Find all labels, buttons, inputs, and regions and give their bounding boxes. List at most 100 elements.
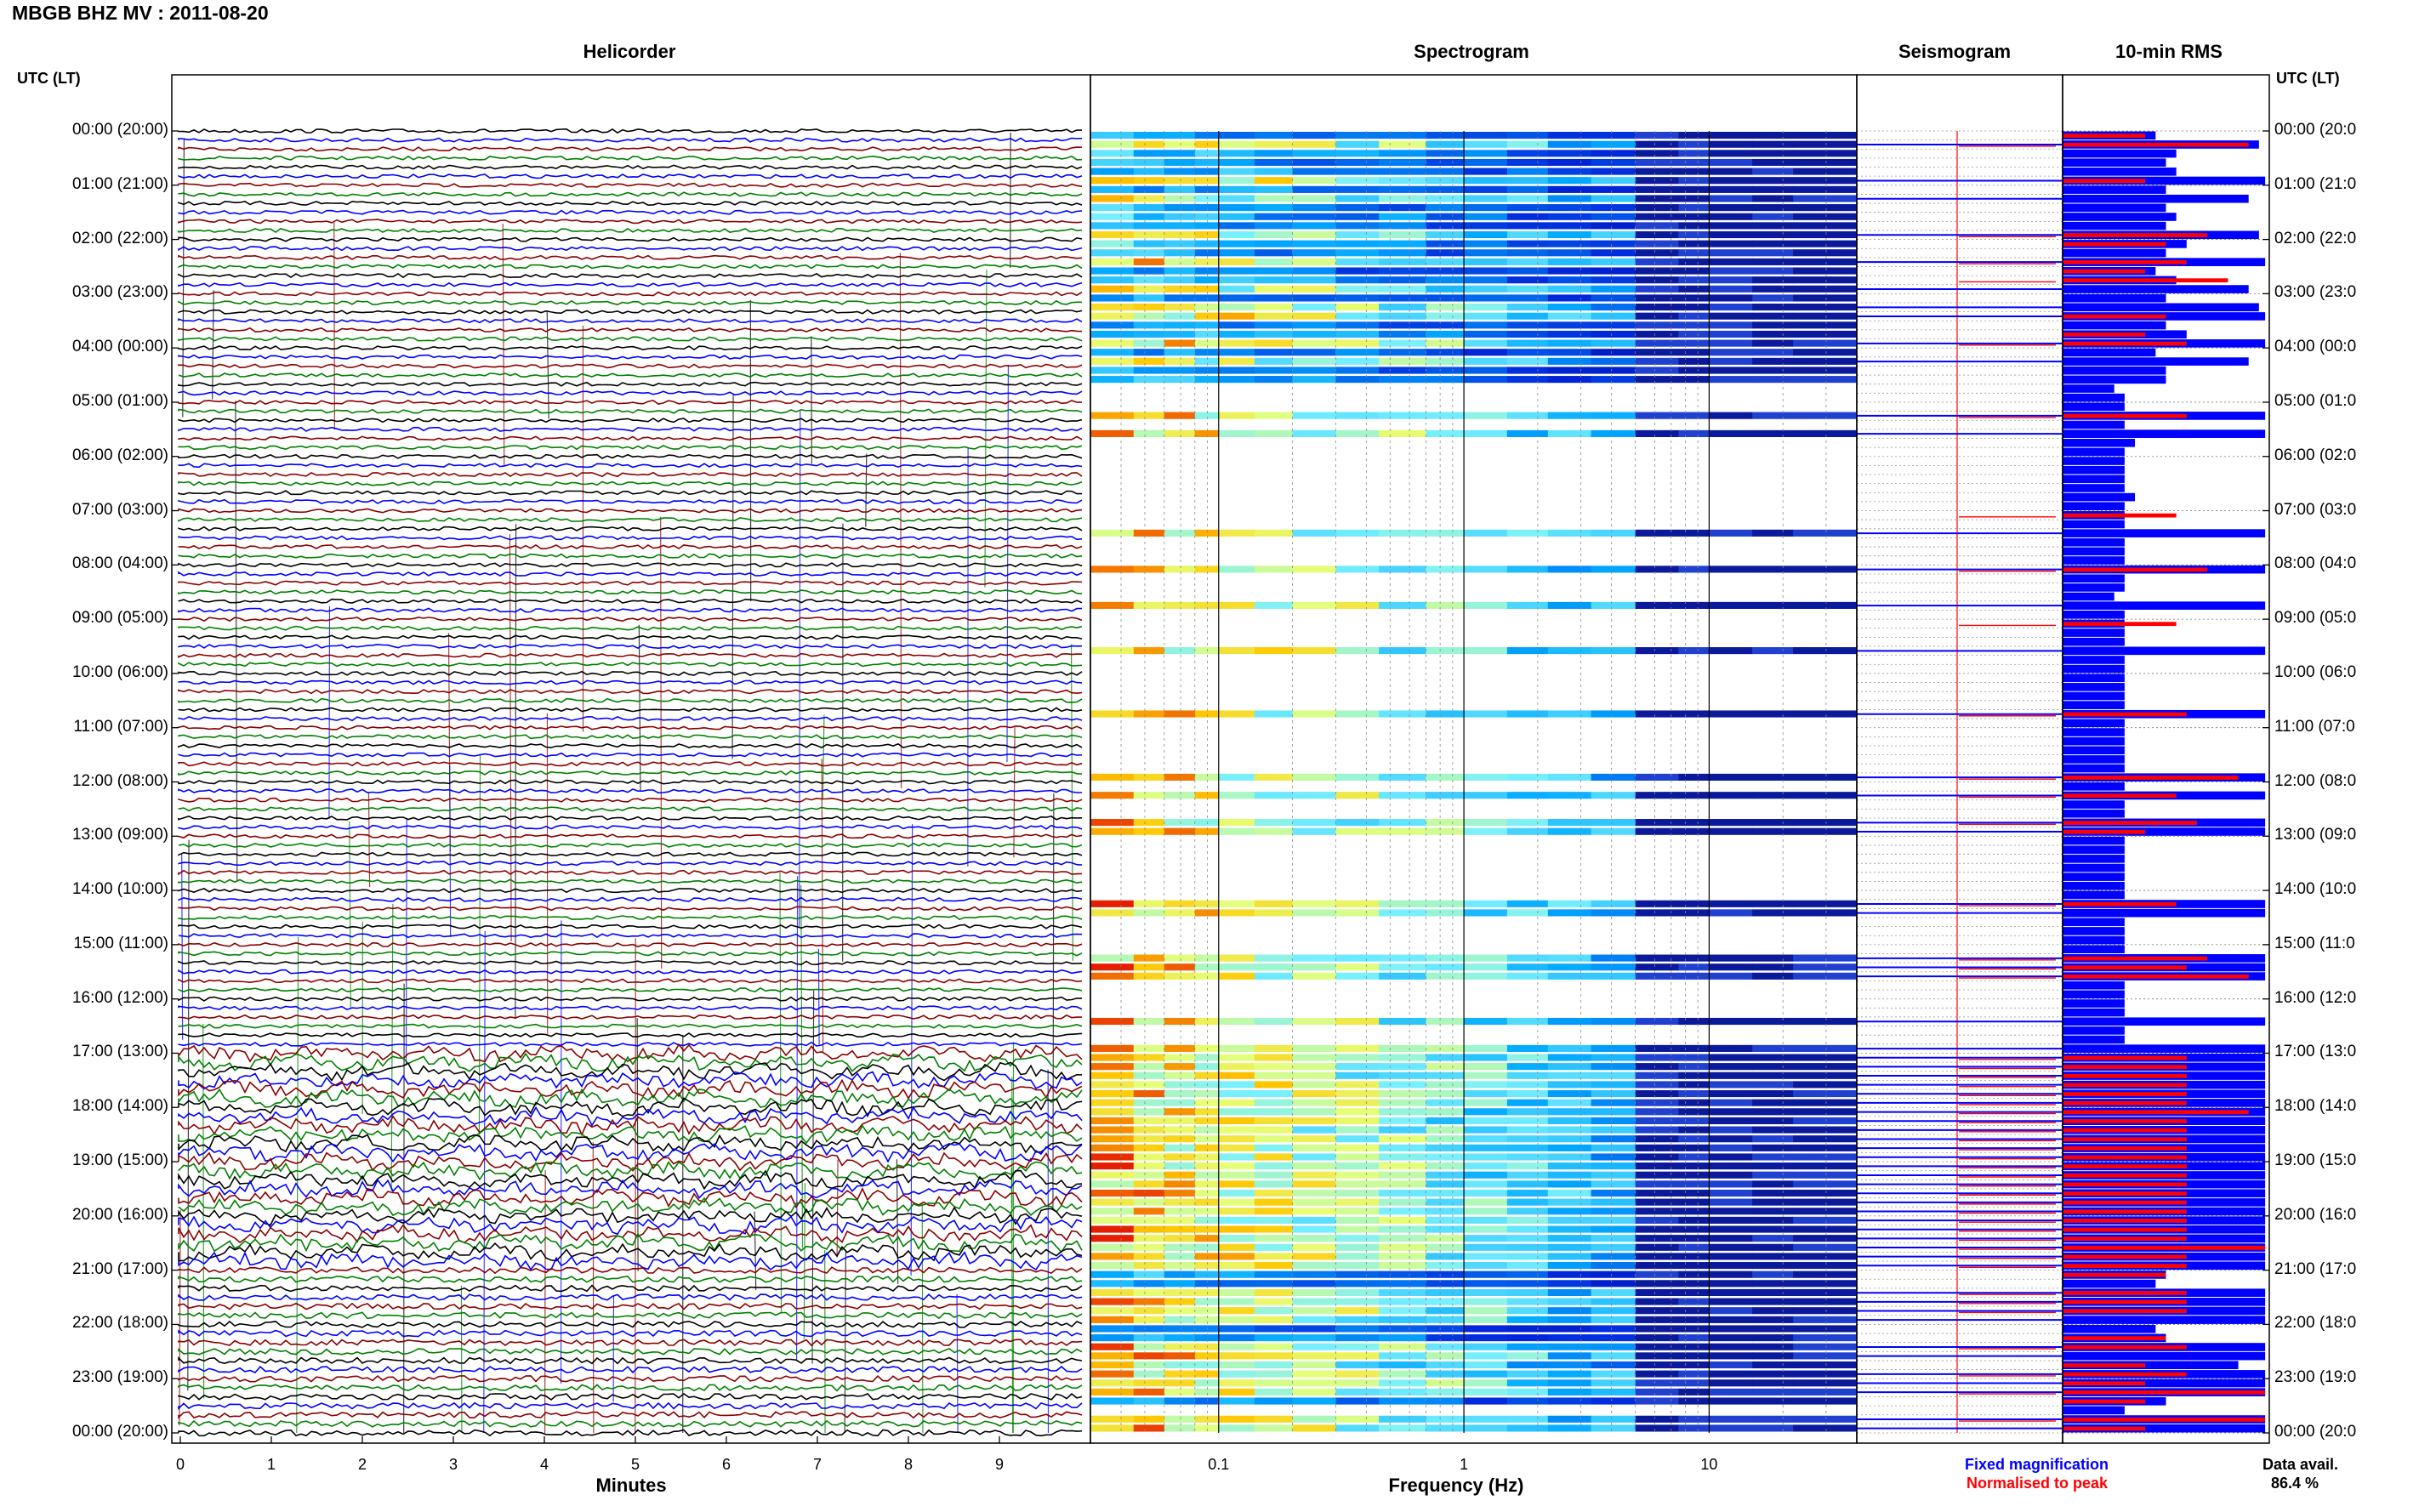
spectrogram-cell: [1379, 1343, 1426, 1350]
spectrogram-cell: [1090, 1225, 1135, 1233]
spectrogram-cell: [1194, 1325, 1220, 1333]
spectrogram-cell: [1506, 267, 1549, 275]
minute-tick: 4: [539, 1456, 549, 1473]
spectrogram-cell: [1506, 1343, 1549, 1350]
spectrogram-cell: [1379, 158, 1426, 167]
spectrogram-cell: [1254, 222, 1294, 230]
spectrogram-cell: [1635, 827, 1679, 835]
spectrogram-cell: [1752, 204, 1794, 212]
spectrogram-cell: [1752, 1298, 1794, 1305]
spectrogram-cell: [1218, 1352, 1255, 1360]
spectrogram-cell: [1547, 1316, 1592, 1323]
spectrogram-cell: [1464, 304, 1508, 311]
spectrogram-cell: [1090, 1307, 1135, 1315]
spectrogram-cell: [1464, 312, 1508, 320]
spectrogram-row: [1090, 1298, 1858, 1305]
spectrogram-cell: [1678, 185, 1710, 193]
helicorder-trace: [178, 1347, 1083, 1356]
spectrogram-cell: [1292, 1253, 1336, 1260]
spectrogram-cell: [1254, 1379, 1294, 1387]
spectrogram-cell: [1591, 1325, 1636, 1333]
spectrogram-cell: [1793, 357, 1858, 365]
spectrogram-cell: [1678, 1415, 1710, 1423]
spectrogram-cell: [1752, 222, 1794, 230]
spectrogram-row: [1090, 168, 1858, 175]
spectrogram-cell: [1464, 357, 1508, 365]
spectrogram-cell: [1752, 294, 1794, 302]
spectrogram-cell: [1793, 339, 1858, 347]
spectrogram-cell: [1635, 909, 1679, 917]
spectrogram-cell: [1218, 304, 1255, 311]
helicorder-trace: [178, 209, 1083, 215]
rms-bar-fixed: [2063, 782, 2125, 791]
spectrogram-cell: [1164, 1099, 1196, 1106]
spectrogram-cell: [1709, 267, 1753, 275]
spectrogram-cell: [1133, 1162, 1165, 1170]
rms-bar-normalised: [2063, 413, 2187, 418]
spectrogram-cell: [1426, 267, 1465, 275]
rms-bar-fixed: [2063, 855, 2125, 863]
spectrogram-cell: [1678, 1216, 1710, 1224]
spectrogram-cell: [1194, 1189, 1220, 1197]
rms-bar-normalised: [2063, 1363, 2146, 1367]
spectrogram-cell: [1164, 710, 1196, 718]
heli-spike: [182, 138, 185, 418]
spectrogram-cell: [1506, 1415, 1549, 1423]
spectrogram-cell: [1426, 1044, 1465, 1052]
heli-spike: [349, 821, 351, 1008]
spectrogram-cell: [1218, 1099, 1255, 1106]
spectrogram-panel: [1090, 131, 1858, 1433]
spectrogram-cell: [1506, 1063, 1549, 1071]
rms-bar-normalised: [2063, 1182, 2187, 1187]
spectrogram-cell: [1133, 367, 1165, 374]
spectrogram-cell: [1292, 1063, 1336, 1071]
spectrogram-cell: [1194, 1307, 1220, 1315]
spectrogram-cell: [1164, 213, 1196, 220]
spectrogram-cell: [1506, 1144, 1549, 1151]
seismogram-title: Seismogram: [1898, 41, 2012, 62]
spectrogram-cell: [1292, 1379, 1336, 1387]
spectrogram-cell: [1506, 1153, 1549, 1161]
spectrogram-cell: [1506, 529, 1549, 537]
spectrogram-cell: [1678, 1208, 1710, 1215]
spectrogram-cell: [1335, 1298, 1380, 1305]
spectrogram-cell: [1254, 412, 1294, 419]
spectrogram-cell: [1678, 1316, 1710, 1323]
spectrogram-cell: [1133, 1261, 1165, 1270]
heli-spike: [1006, 364, 1010, 763]
spectrogram-cell: [1164, 900, 1196, 907]
spectrogram-cell: [1133, 1235, 1165, 1242]
helicorder-trace: [178, 372, 1083, 378]
spectrogram-cell: [1547, 230, 1592, 239]
spectrogram-cell: [1635, 1235, 1679, 1242]
rms-bar-normalised: [2063, 1173, 2187, 1178]
minutes-axis-title: Minutes: [595, 1475, 667, 1496]
spectrogram-row: [1090, 1108, 1858, 1116]
rms-bar-normalised: [2063, 622, 2177, 627]
rms-bar-normalised: [2063, 1145, 2187, 1151]
legend-normalised-to-peak: Normalised to peak: [1967, 1475, 2109, 1492]
spectrogram-row: [1090, 204, 1858, 212]
spectrogram-cell: [1591, 177, 1636, 185]
spectrogram-cell: [1506, 258, 1549, 265]
spectrogram-cell: [1194, 1379, 1220, 1387]
spectrogram-cell: [1464, 1397, 1508, 1405]
spectrogram-cell: [1090, 1099, 1135, 1106]
spectrogram-cell: [1426, 1253, 1465, 1260]
spectrogram-cell: [1090, 1189, 1135, 1197]
spectrogram-cell: [1426, 312, 1465, 320]
spectrogram-row: [1090, 827, 1858, 835]
rms-bar-fixed: [2063, 691, 2125, 701]
spectrogram-cell: [1254, 240, 1294, 247]
spectrogram-cell: [1218, 1017, 1255, 1026]
spectrogram-cell: [1678, 1099, 1710, 1106]
spectrogram-cell: [1254, 1298, 1294, 1305]
helicorder-trace: [178, 869, 1083, 876]
spectrogram-cell: [1292, 213, 1336, 220]
spectrogram-cell: [1506, 1325, 1549, 1333]
spectrogram-cell: [1547, 1144, 1592, 1151]
spectrogram-cell: [1426, 1325, 1465, 1333]
spectrogram-cell: [1090, 1071, 1135, 1079]
spectrogram-cell: [1292, 1153, 1336, 1161]
spectrogram-cell: [1254, 1108, 1294, 1116]
